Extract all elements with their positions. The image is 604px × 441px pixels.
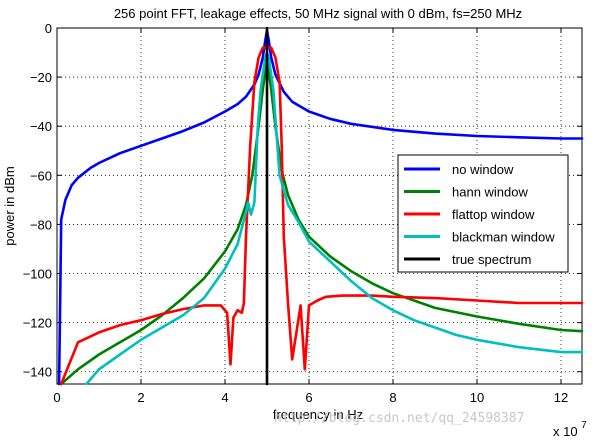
x-axis-label: frequency in Hz: [273, 407, 363, 422]
y-tick-label: −80: [30, 217, 52, 232]
legend: no window hann window flattop window blackm…: [397, 154, 569, 273]
y-tick-label: −120: [23, 316, 52, 331]
legend-label-flattop-window: flattop window: [452, 207, 535, 222]
plot-frame: [56, 27, 583, 385]
x-tick-label: 2: [137, 390, 144, 405]
y-tick-label: 0: [45, 21, 52, 36]
x-multiplier-base: x 10: [553, 424, 578, 439]
series-lines: [57, 26, 584, 386]
y-tick-labels: 0 −20 −40 −60 −80 −100 −120 −140: [23, 21, 52, 380]
x-multiplier-exponent: 7: [581, 420, 587, 431]
x-tick-label: 0: [53, 390, 60, 405]
legend-label-true-spectrum: true spectrum: [452, 252, 531, 267]
x-tick-labels: 0 2 4 6 8 10 12: [53, 390, 568, 405]
legend-label-no-window: no window: [452, 162, 514, 177]
x-tick-label: 4: [221, 390, 228, 405]
y-tick-label: −40: [30, 119, 52, 134]
x-tick-label: 8: [389, 390, 396, 405]
chart-title: 256 point FFT, leakage effects, 50 MHz s…: [114, 6, 522, 21]
watermark-text: http://blog.csdn.net/qq_24598387: [274, 411, 524, 426]
y-tick-label: −140: [23, 365, 52, 380]
legend-label-hann-window: hann window: [452, 185, 528, 200]
x-tick-label: 12: [554, 390, 568, 405]
x-tick-label: 6: [305, 390, 312, 405]
y-tick-label: −100: [23, 267, 52, 282]
y-axis-label: power in dBm: [2, 166, 17, 245]
x-tick-label: 10: [470, 390, 484, 405]
x-axis-multiplier: x 10 7: [553, 420, 587, 439]
axis-ticks: [56, 27, 582, 384]
y-tick-label: −20: [30, 70, 52, 85]
series-line-no-window: [57, 29, 584, 386]
y-tick-label: −60: [30, 168, 52, 183]
legend-label-blackman-window: blackman window: [452, 230, 555, 245]
